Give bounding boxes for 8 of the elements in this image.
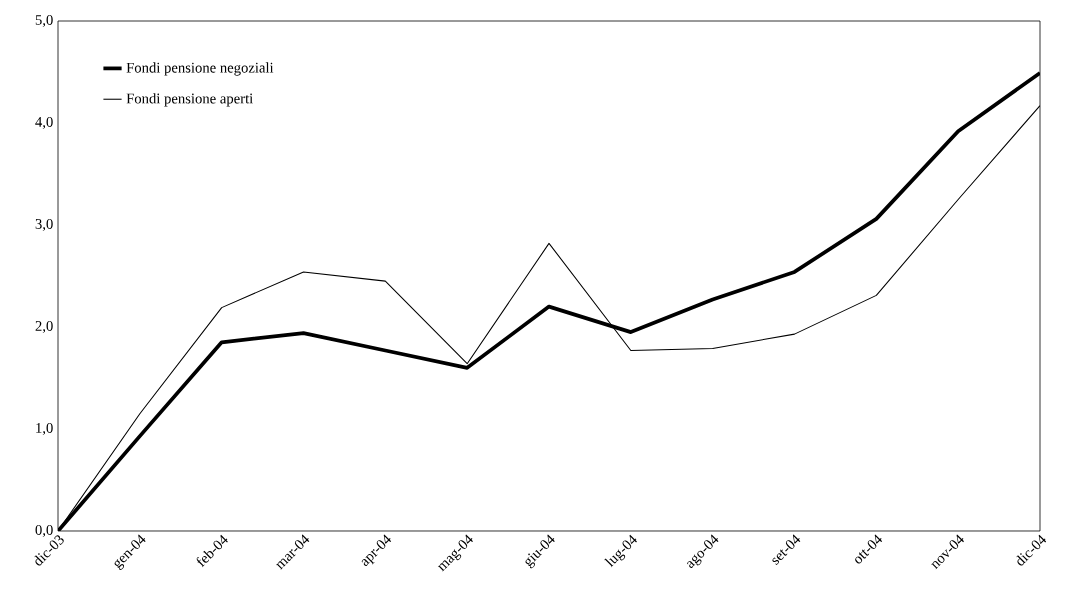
y-tick-label: 2,0 [35, 321, 53, 334]
y-tick-label: 3,0 [35, 219, 53, 232]
legend-label: Fondi pensione aperti [126, 93, 253, 107]
y-tick-label: 0,0 [35, 525, 53, 538]
y-tick-label: 1,0 [36, 423, 53, 436]
legend-label: Fondi pensione negoziali [126, 62, 274, 76]
y-tick-label: 4,0 [35, 117, 53, 130]
y-tick-label: 5,0 [35, 15, 53, 28]
